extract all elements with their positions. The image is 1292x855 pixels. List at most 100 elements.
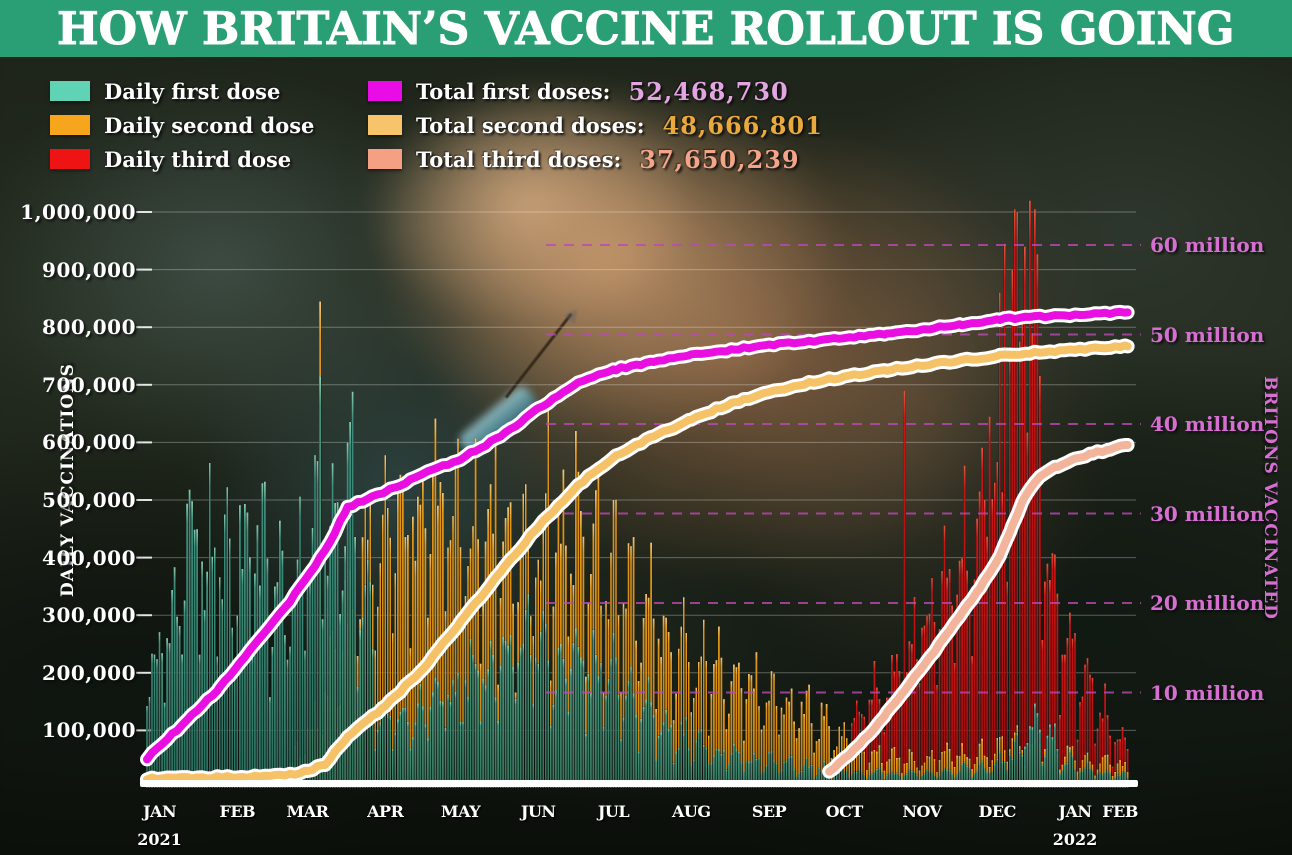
daily-bar — [313, 454, 317, 789]
daily-bar — [514, 698, 517, 789]
daily-bar — [687, 748, 690, 789]
daily-bar — [1001, 761, 1004, 789]
daily-bar — [712, 754, 715, 789]
daily-bar — [316, 460, 319, 789]
daily-bar — [231, 627, 234, 789]
daily-bar — [248, 556, 251, 789]
daily-bar — [326, 575, 329, 789]
daily-bar — [554, 690, 557, 789]
daily-bar — [968, 768, 971, 789]
month-label: JAN — [1058, 802, 1092, 821]
daily-bar — [993, 763, 996, 789]
daily-bar — [459, 721, 462, 789]
daily-bar — [732, 743, 736, 789]
daily-bar — [241, 568, 244, 789]
daily-bar — [1031, 726, 1034, 789]
daily-bar — [446, 694, 450, 789]
daily-bar — [587, 673, 590, 789]
daily-bar — [976, 518, 979, 789]
daily-bar — [328, 526, 332, 789]
right-axis-tick-label: 40 million — [1150, 412, 1265, 436]
daily-bar — [411, 736, 414, 789]
daily-bar — [1033, 208, 1036, 789]
daily-bar — [386, 713, 389, 789]
cumulative-line — [143, 341, 1132, 784]
daily-bar — [559, 643, 562, 789]
daily-bar — [471, 654, 475, 789]
daily-bar — [1078, 771, 1082, 789]
daily-bar — [236, 615, 239, 789]
daily-bar — [675, 751, 678, 789]
daily-bar — [1091, 770, 1094, 789]
right-axis-tick-label: 50 million — [1150, 322, 1265, 347]
daily-bar — [486, 668, 490, 789]
daily-bar — [665, 709, 668, 789]
daily-bar — [461, 721, 465, 789]
daily-bar — [782, 761, 786, 789]
daily-bar — [983, 768, 986, 789]
daily-bar — [539, 631, 542, 789]
daily-bar — [1121, 771, 1124, 789]
legend-daily-column: Daily first dose Daily second dose Daily t… — [50, 74, 314, 176]
daily-bar — [454, 691, 457, 789]
daily-bar — [354, 536, 357, 789]
daily-bar — [667, 728, 670, 789]
daily-bar — [464, 679, 467, 789]
daily-bar — [920, 627, 924, 789]
daily-bar — [338, 613, 342, 789]
daily-bar — [1061, 769, 1064, 789]
daily-bar — [697, 729, 700, 789]
daily-bar — [1051, 736, 1054, 789]
legend-swatch — [368, 81, 402, 101]
daily-bar — [522, 642, 525, 789]
daily-bar — [170, 589, 174, 789]
daily-bar — [762, 770, 766, 789]
daily-bar — [594, 654, 598, 789]
daily-bar — [416, 703, 420, 789]
daily-bar — [632, 692, 635, 789]
daily-bar — [1021, 314, 1024, 789]
daily-bar — [928, 770, 931, 789]
daily-bar — [271, 646, 274, 789]
daily-bar — [624, 695, 628, 789]
daily-bar — [188, 489, 191, 789]
y-axis-tick-label: 100,000 — [42, 718, 136, 743]
daily-bar — [331, 463, 334, 789]
daily-bar — [1068, 750, 1072, 789]
daily-bar — [196, 528, 199, 789]
daily-bar — [148, 696, 151, 789]
month-label: APR — [367, 802, 404, 821]
daily-bar — [609, 658, 613, 789]
daily-bar — [737, 751, 741, 789]
daily-bar — [943, 768, 946, 789]
daily-bar — [1018, 341, 1021, 789]
daily-bar — [817, 767, 821, 789]
daily-bar — [785, 760, 788, 789]
daily-bar — [960, 763, 964, 789]
daily-bar — [406, 721, 409, 789]
daily-bar — [672, 762, 675, 789]
daily-bar — [341, 590, 344, 789]
daily-bar — [509, 634, 512, 789]
daily-bar — [496, 720, 500, 789]
daily-bar — [1013, 208, 1016, 789]
daily-bar — [735, 748, 738, 789]
legend-total-value: 37,650,239 — [639, 144, 800, 174]
daily-bar — [569, 668, 573, 789]
legend-label: Daily third dose — [104, 146, 292, 172]
month-label: NOV — [902, 802, 942, 821]
daily-bar — [978, 762, 981, 789]
month-label: AUG — [671, 802, 711, 821]
daily-bar — [707, 763, 710, 789]
y-axis-tick-label: 600,000 — [42, 430, 136, 455]
daily-bar — [692, 759, 695, 789]
daily-bar — [544, 622, 547, 789]
daily-bar — [359, 629, 362, 789]
daily-bar — [1048, 724, 1052, 789]
daily-bar — [449, 701, 452, 789]
daily-bar — [226, 486, 229, 789]
daily-bar — [394, 732, 397, 789]
daily-bar — [391, 748, 394, 789]
daily-bar — [1031, 332, 1034, 789]
